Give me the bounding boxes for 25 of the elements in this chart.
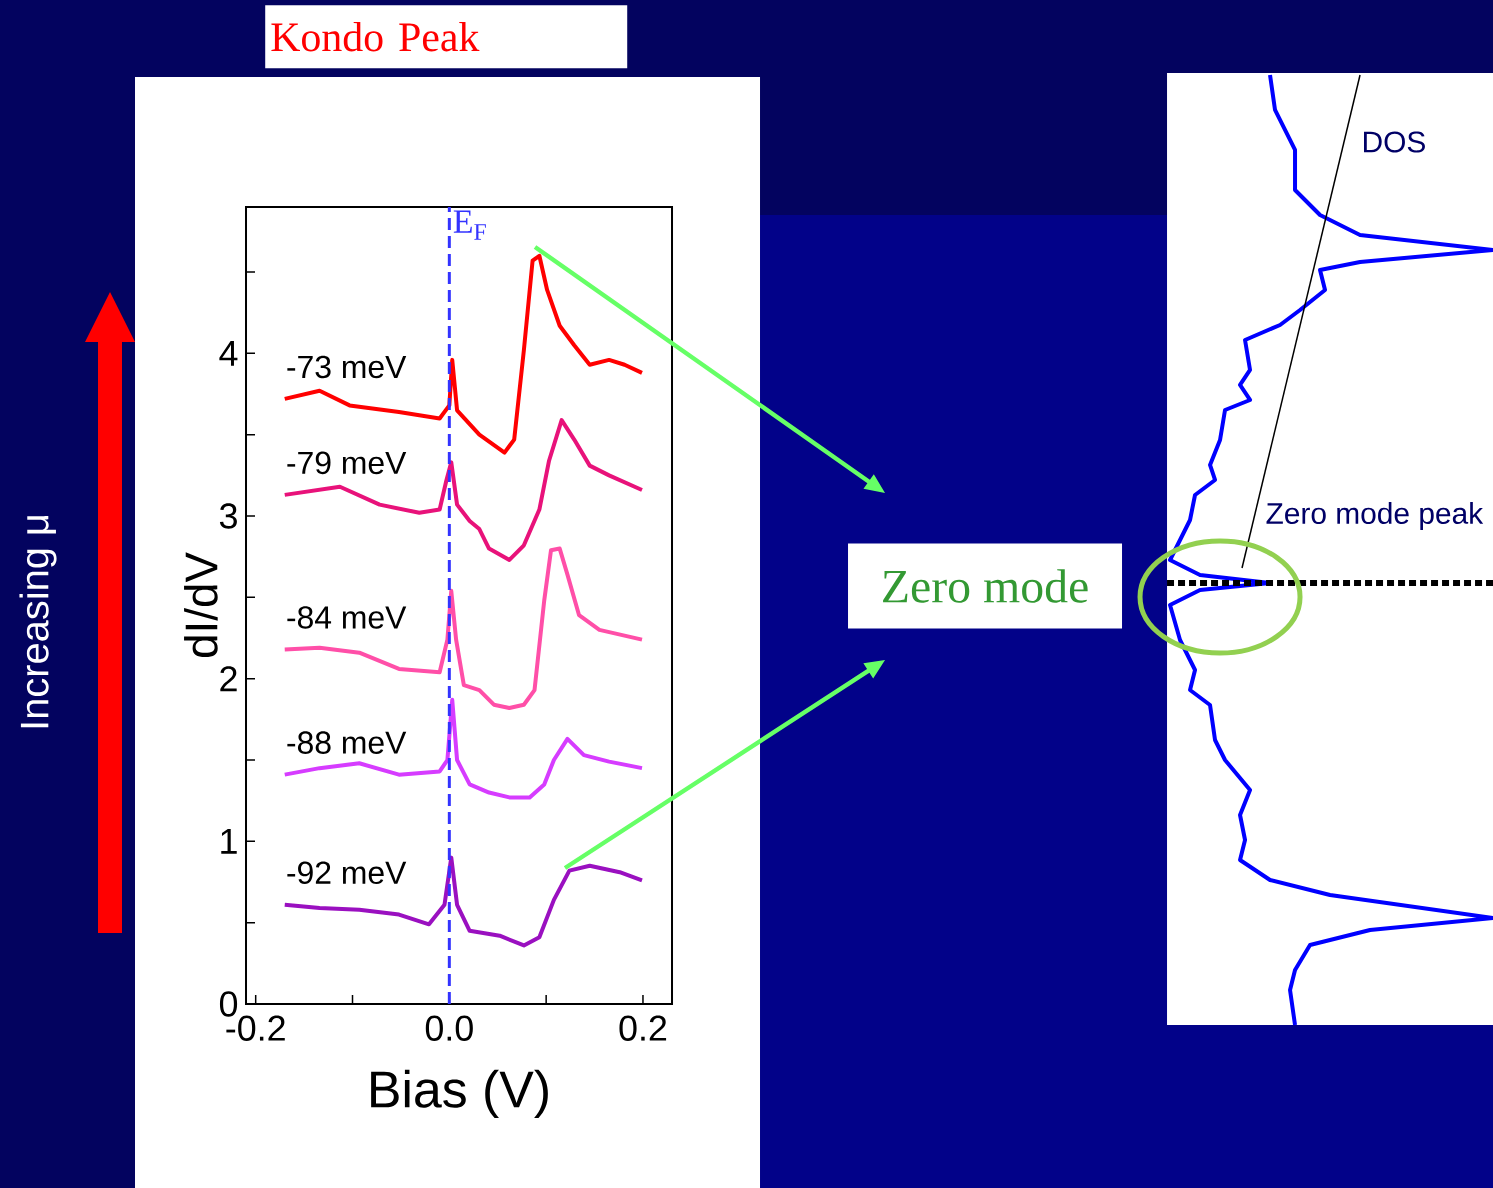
text: Zero mode peak: [1266, 502, 1484, 530]
text: Increasing μ: [19, 516, 57, 728]
line-series: [282, 855, 644, 948]
series-label: -73 meV: [287, 355, 407, 379]
y-tick-label: 2: [220, 666, 237, 692]
ref-line-label: E$_{F}$: [453, 210, 486, 240]
x-tick-label: -0.2: [226, 1015, 285, 1041]
series-label: -79 meV: [287, 451, 407, 475]
line-series: [282, 418, 644, 562]
series-label: -84 meV: [287, 606, 407, 629]
chart-title: Kondo Peak: [271, 21, 480, 52]
x-tick-label: 0.0: [425, 1015, 473, 1041]
series-label: -92 meV: [287, 861, 407, 885]
line-series: [282, 697, 644, 800]
x-tick-label: 0.2: [619, 1015, 667, 1041]
series-label: -88 meV: [287, 731, 407, 754]
line-series: [282, 546, 644, 710]
y-axis-title: dI/dV: [184, 552, 218, 658]
y-tick-label: 3: [219, 503, 237, 529]
y-tick-label: 0: [219, 991, 238, 1017]
text: DOS: [1364, 131, 1425, 153]
y-tick-label: 1: [221, 829, 237, 854]
y-tick-label: 4: [219, 341, 238, 366]
text: Zero mode: [883, 569, 1088, 603]
x-axis-title: Bias (V): [371, 1069, 548, 1119]
